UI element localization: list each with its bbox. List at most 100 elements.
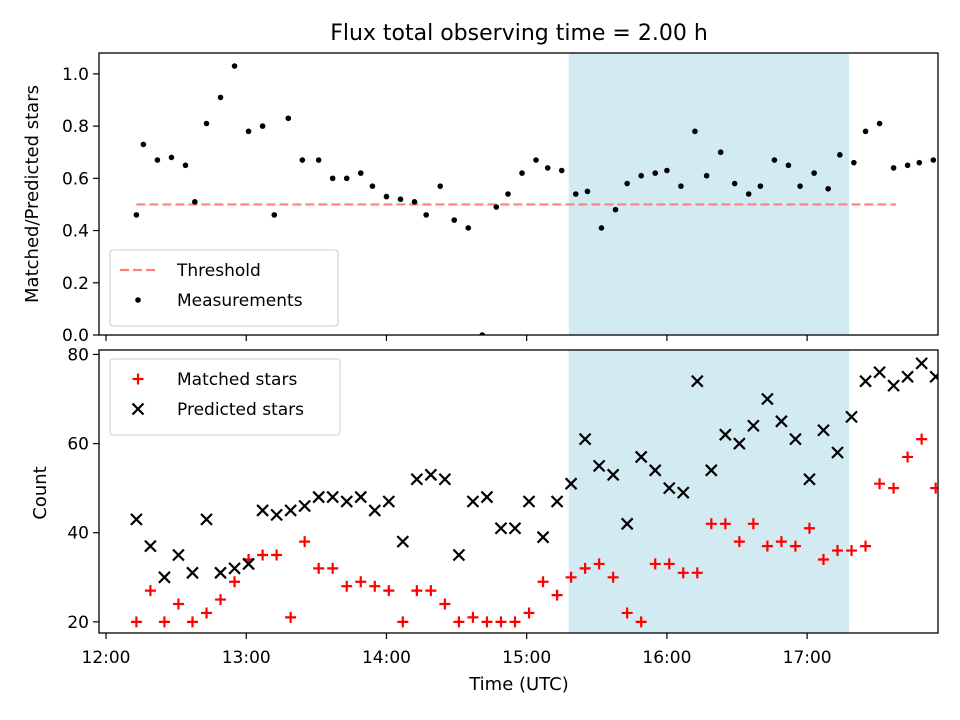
plot-area: [133, 63, 937, 335]
matched-star-point: [719, 518, 731, 530]
measurement-point: [692, 128, 698, 135]
predicted-star-point: [270, 508, 283, 522]
matched-star-point: [257, 549, 269, 561]
predicted-star-point: [705, 464, 718, 477]
predicted-star-point: [228, 562, 241, 575]
x-tick-label: 17:00: [783, 648, 832, 668]
matched-star-point: [186, 616, 198, 628]
matched-star-point: [677, 567, 689, 579]
predicted-star-point: [522, 495, 536, 508]
predicted-star-point: [396, 535, 410, 548]
measurement-point: [423, 212, 429, 218]
predicted-star-point: [817, 423, 830, 437]
predicted-star-point: [536, 530, 550, 544]
measurement-point: [182, 162, 189, 169]
predicted-star-point: [901, 370, 914, 384]
measurement-point: [217, 94, 224, 101]
measurement-point: [572, 191, 579, 197]
matched-star-point: [383, 585, 395, 597]
predicted-star-point: [340, 495, 354, 508]
y-tick-label: 80: [67, 345, 89, 365]
measurement-point: [203, 120, 210, 127]
x-tick-label: 13:00: [222, 648, 271, 668]
measurement-point: [916, 159, 923, 166]
series-1: [133, 63, 937, 335]
predicted-star-point: [648, 464, 662, 477]
predicted-star-point: [859, 374, 872, 388]
measurement-point: [876, 120, 883, 127]
measurement-point: [731, 180, 738, 187]
matched-star-point: [130, 616, 142, 628]
predicted-star-point: [592, 459, 606, 473]
predicted-star-point: [676, 486, 690, 499]
matched-star-point: [158, 616, 170, 628]
predicted-star-point: [761, 392, 774, 406]
predicted-star-point: [214, 566, 227, 580]
matched-star-point: [593, 558, 605, 570]
predicted-star-point: [326, 490, 339, 504]
matched-star-point: [467, 611, 479, 623]
plot-area: [130, 357, 938, 628]
measurement-point: [133, 212, 140, 218]
predicted-star-point: [915, 357, 928, 370]
measurement-point: [664, 167, 670, 174]
matched-star-point: [285, 611, 297, 623]
measurement-point: [811, 170, 817, 176]
measurement-point: [383, 193, 390, 200]
measurement-point: [411, 199, 418, 205]
x-tick-label: 12:00: [82, 648, 131, 668]
measurement-point: [299, 157, 306, 163]
measurement-point: [717, 149, 724, 156]
predicted-star-point: [845, 410, 858, 424]
measurement-point: [757, 183, 764, 189]
predicted-star-point: [803, 472, 816, 486]
matched-star-point: [930, 482, 938, 494]
matched-star-point: [313, 562, 325, 574]
y-tick-label: 0.4: [62, 222, 89, 242]
y-tick-label: 20: [67, 613, 89, 633]
measurement-point: [544, 165, 551, 171]
measurement-point: [437, 183, 444, 189]
y-tick-label: 0.8: [62, 117, 89, 137]
measurement-point: [357, 170, 364, 176]
matched-star-point: [817, 553, 829, 565]
matched-star-point: [411, 585, 423, 597]
x-tick-label: 14:00: [362, 648, 411, 668]
measurement-point: [624, 180, 630, 187]
matched-star-point: [341, 580, 353, 592]
plot-frame: [98, 52, 939, 336]
y-tick-label: 40: [67, 524, 89, 544]
predicted-star-point: [733, 437, 746, 450]
predicted-star-point: [634, 450, 648, 464]
matched-star-point: [860, 540, 872, 552]
predicted-star-point: [158, 571, 171, 584]
measurement-point: [519, 170, 525, 176]
measurement-point: [862, 128, 869, 135]
predicted-star-point: [887, 379, 900, 392]
measurement-point: [837, 152, 843, 158]
matched-star-point: [888, 482, 900, 494]
measurement-point: [851, 159, 857, 166]
predicted-star-point: [144, 539, 157, 553]
measurement-point: [771, 157, 778, 163]
predicted-star-point: [662, 481, 676, 495]
measurement-point: [231, 63, 238, 69]
matched-star-point: [663, 558, 675, 570]
matched-star-point: [635, 616, 647, 628]
measurement-point: [558, 167, 565, 174]
legend-label: Predicted stars: [177, 400, 304, 420]
legend-label: Threshold: [176, 261, 261, 281]
observing-window-band: [568, 53, 850, 335]
measurement-point: [703, 172, 710, 179]
measurement-point: [505, 191, 511, 197]
matched-star-point: [355, 576, 367, 588]
predicted-star-point: [200, 513, 213, 526]
matched-star-point: [775, 536, 787, 548]
measurement-point: [890, 165, 897, 171]
matched-star-point: [803, 522, 815, 534]
predicted-star-point: [186, 566, 199, 580]
legend-measurement-swatch: [135, 297, 141, 303]
measurement-point: [533, 157, 539, 163]
measurement-point: [479, 332, 486, 335]
